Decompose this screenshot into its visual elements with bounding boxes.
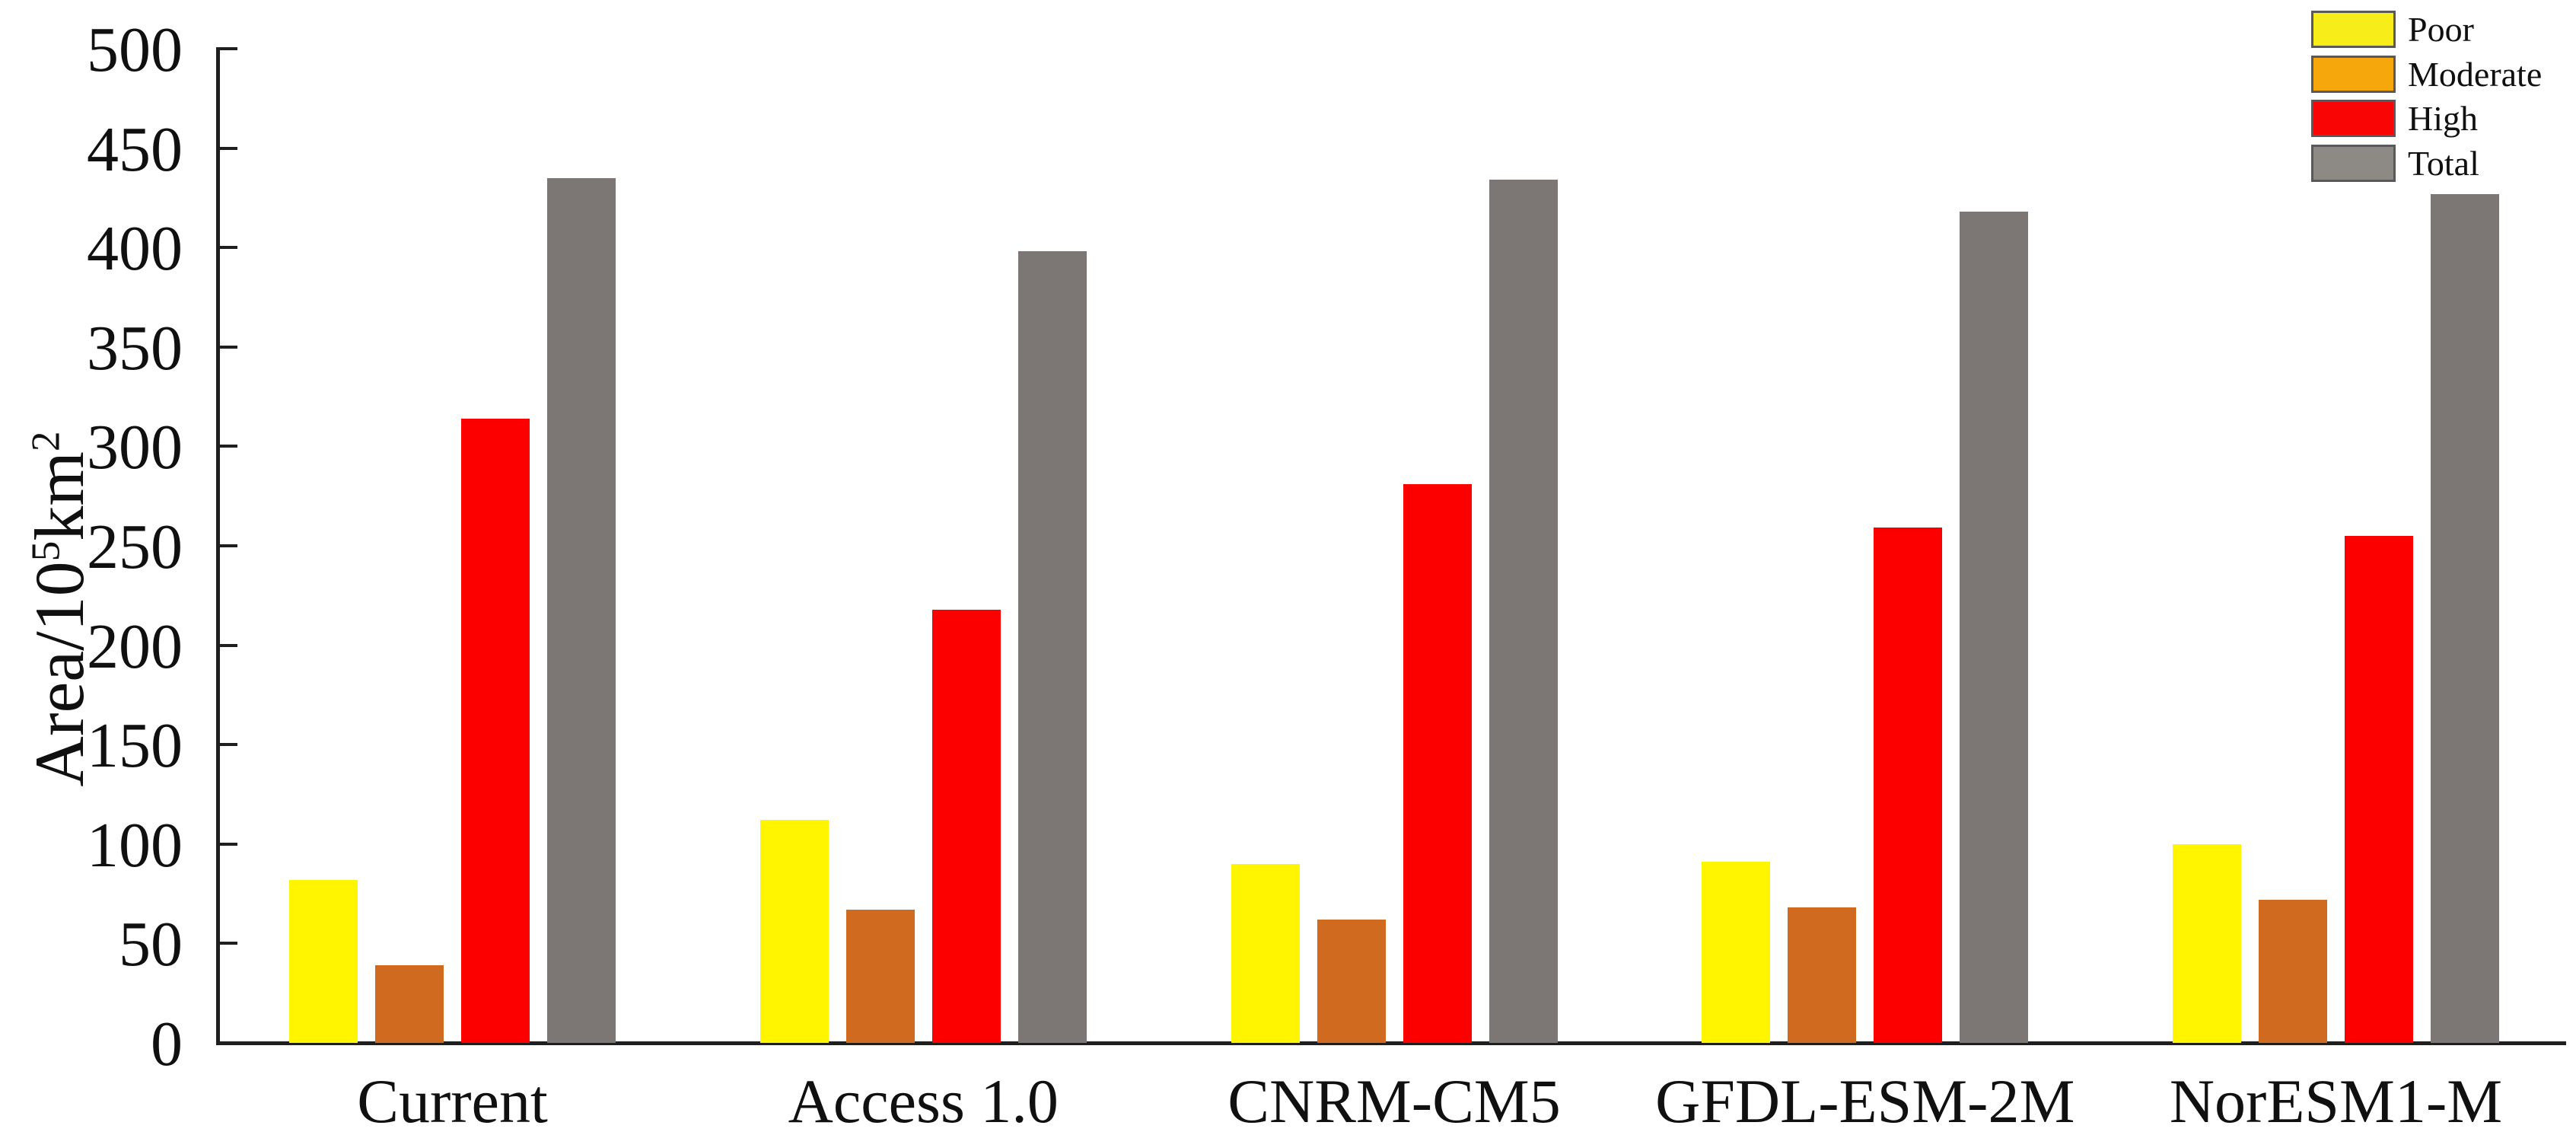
bar-moderate-current [375, 965, 444, 1043]
x-category-label: Current [357, 1066, 548, 1135]
legend-label-poor: Poor [2408, 10, 2474, 49]
legend-swatch-poor [2311, 11, 2396, 48]
bar-high-noresm1-m [2345, 535, 2413, 1043]
y-tick-label: 450 [87, 113, 183, 185]
y-tick [219, 445, 237, 448]
bar-total-noresm1-m [2431, 193, 2499, 1043]
legend-swatch-total [2311, 144, 2396, 182]
bar-total-gfdl-esm-2m [1960, 212, 2029, 1043]
y-tick [219, 246, 237, 250]
bar-high-current [461, 418, 530, 1043]
y-tick-label: 200 [87, 611, 183, 682]
bar-high-gfdl-esm-2m [1874, 528, 1943, 1043]
legend-label-moderate: Moderate [2408, 54, 2543, 94]
bar-total-current [547, 177, 616, 1043]
y-tick-label: 500 [87, 14, 183, 85]
bar-poor-current [289, 879, 358, 1043]
y-tick [219, 146, 237, 150]
x-category-label: NorESM1-M [2169, 1066, 2503, 1135]
legend-swatch-moderate [2311, 55, 2396, 93]
y-tick [219, 743, 237, 747]
y-tick [219, 942, 237, 945]
y-tick-label: 300 [87, 412, 183, 483]
bar-total-cnrm-cm5 [1489, 180, 1558, 1043]
x-axis-line [216, 1041, 2566, 1045]
legend-label-high: High [2408, 99, 2478, 139]
bar-poor-gfdl-esm-2m [1702, 862, 1771, 1043]
bar-poor-cnrm-cm5 [1231, 863, 1300, 1043]
y-tick [219, 842, 237, 846]
y-tick-label: 100 [87, 809, 183, 881]
y-tick-label: 150 [87, 710, 183, 782]
y-tick [219, 47, 237, 50]
legend-label-total: Total [2408, 143, 2479, 183]
y-tick-label: 50 [119, 909, 183, 980]
y-axis-title-superscript: 2 [22, 431, 68, 452]
bar-moderate-noresm1-m [2259, 899, 2327, 1043]
bar-total-access-1-0 [1017, 251, 1087, 1043]
x-category-label: Access 1.0 [788, 1066, 1059, 1135]
y-tick-label: 400 [87, 213, 183, 285]
y-tick-label: 0 [151, 1009, 183, 1079]
y-tick [219, 1041, 237, 1044]
x-category-label: GFDL-ESM-2M [1655, 1066, 2075, 1135]
bar-moderate-gfdl-esm-2m [1788, 907, 1857, 1043]
y-tick [219, 544, 237, 547]
bar-poor-access-1-0 [759, 820, 829, 1043]
legend-swatch-high [2311, 100, 2396, 138]
y-axis-line [216, 47, 220, 1044]
bar-moderate-access-1-0 [845, 909, 915, 1043]
bar-poor-noresm1-m [2173, 843, 2241, 1043]
bar-moderate-cnrm-cm5 [1317, 920, 1386, 1043]
bar-high-cnrm-cm5 [1403, 484, 1472, 1043]
y-axis-title-superscript: 5 [22, 540, 68, 562]
y-tick [219, 643, 237, 647]
x-category-label: CNRM-CM5 [1228, 1066, 1561, 1135]
y-tick [219, 345, 237, 349]
y-tick-label: 250 [87, 512, 183, 582]
y-tick-label: 350 [87, 312, 183, 384]
bar-high-access-1-0 [931, 609, 1001, 1043]
